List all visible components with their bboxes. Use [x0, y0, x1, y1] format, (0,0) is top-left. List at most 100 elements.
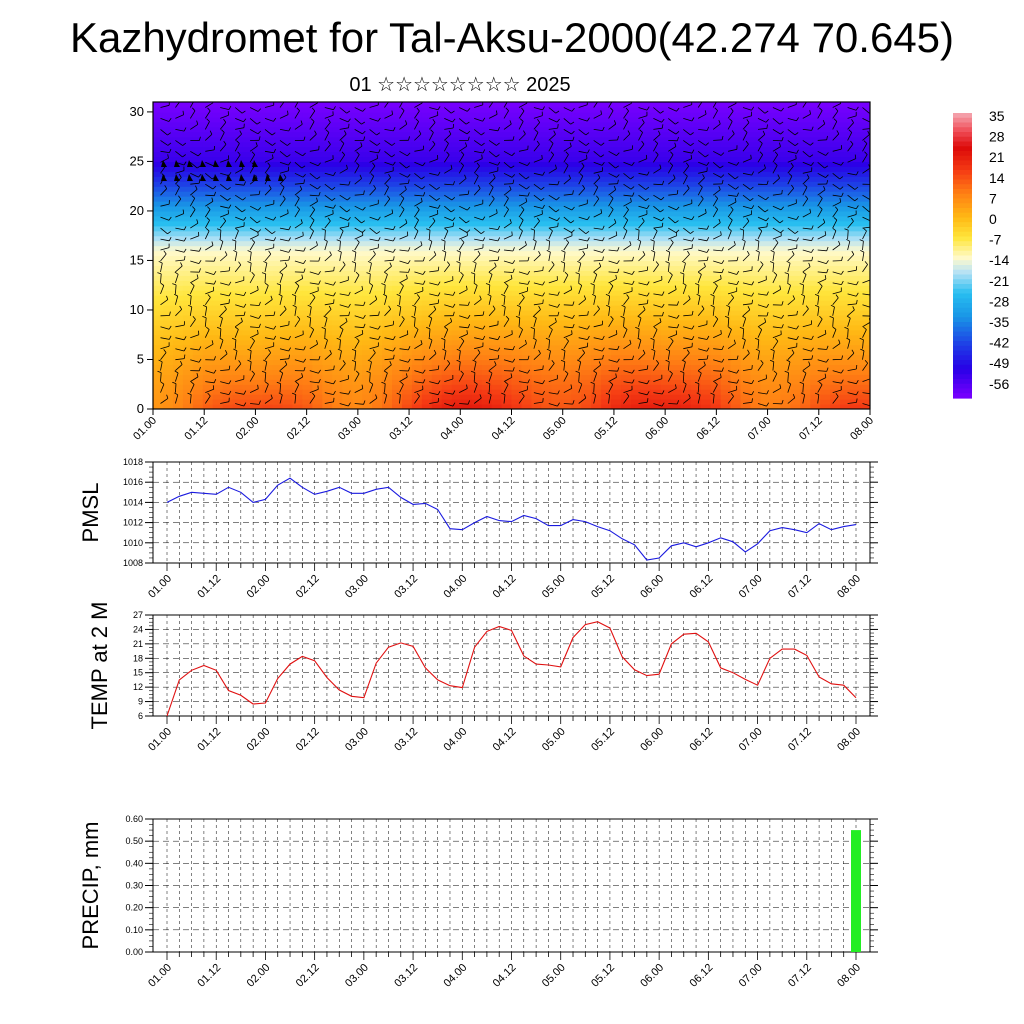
- temperature-cell: [581, 235, 592, 242]
- temperature-cell: [660, 106, 672, 113]
- temperature-cell: [740, 319, 752, 326]
- temperature-cell: [730, 151, 742, 158]
- temperature-cell: [491, 339, 503, 346]
- wind-barb-flag: [247, 359, 252, 363]
- temperature-cell: [571, 290, 582, 296]
- temperature-cell: [561, 399, 572, 405]
- temperature-cell: [242, 201, 254, 207]
- temperature-cell: [770, 225, 781, 232]
- temperature-cell: [262, 210, 274, 217]
- wind-barb-flag: [243, 216, 247, 221]
- wind-barb-flag: [164, 185, 168, 189]
- temperature-cell: [372, 136, 383, 143]
- wind-barb-flag: [213, 270, 217, 275]
- temperature-cell: [411, 240, 423, 247]
- temperature-cell: [690, 106, 702, 113]
- wind-barb: [264, 150, 274, 154]
- temperature-cell: [810, 285, 821, 291]
- temperature-cell: [690, 280, 702, 286]
- temperature-cell: [202, 146, 214, 153]
- temperature-cell: [760, 106, 772, 113]
- temperature-cell: [441, 201, 453, 207]
- temperature-cell: [222, 265, 234, 271]
- temperature-cell: [551, 186, 562, 192]
- temperature-cell: [820, 295, 831, 301]
- temperature-cell: [820, 191, 831, 197]
- temperature-cell: [680, 146, 692, 153]
- wind-barb: [175, 259, 185, 262]
- temperature-cell: [601, 156, 612, 163]
- temperature-cell: [382, 235, 393, 242]
- temperature-cell: [322, 270, 333, 276]
- temperature-cell: [322, 116, 333, 123]
- temperature-cell: [820, 300, 831, 306]
- temperature-cell: [631, 349, 642, 356]
- temperature-cell: [700, 255, 712, 262]
- temperature-cell: [521, 210, 533, 217]
- temperature-cell: [451, 384, 463, 390]
- temperature-cell: [431, 201, 443, 207]
- temperature-cell: [162, 250, 174, 257]
- temperature-cell: [192, 201, 204, 207]
- temperature-cell: [551, 314, 562, 321]
- temperature-cell: [541, 215, 552, 222]
- temperature-cell: [372, 235, 383, 242]
- temperature-cell: [172, 404, 184, 409]
- temperature-cell: [710, 369, 722, 375]
- temperature-cell: [322, 210, 333, 217]
- temperature-cell: [292, 324, 303, 331]
- temperature-cell: [322, 201, 333, 207]
- temperature-cell: [860, 260, 870, 266]
- temperature-cell: [411, 394, 423, 400]
- temperature-cell: [800, 399, 811, 405]
- temperature-cell: [322, 394, 333, 400]
- temperature-cell: [601, 324, 612, 331]
- temperature-cell: [591, 166, 602, 172]
- temperature-cell: [242, 285, 254, 291]
- temperature-cell: [421, 265, 433, 271]
- temperature-cell: [810, 126, 821, 133]
- temperature-cell: [471, 171, 483, 177]
- temperature-cell: [342, 354, 353, 361]
- temperature-cell: [511, 329, 523, 336]
- temperature-cell: [312, 260, 323, 266]
- temperature-cell: [162, 309, 174, 316]
- temperature-cell: [252, 240, 264, 247]
- temperature-cell: [581, 314, 592, 321]
- temperature-cell: [282, 220, 294, 227]
- temperature-cell: [820, 319, 831, 326]
- temperature-cell: [750, 260, 762, 266]
- wind-barb: [160, 203, 170, 207]
- temperature-cell: [650, 146, 662, 153]
- temperature-cell: [830, 344, 841, 351]
- temperature-cell: [611, 205, 622, 212]
- temperature-cell: [561, 354, 572, 361]
- temperature-cell: [631, 176, 642, 182]
- wind-barb-flag: [301, 274, 304, 279]
- temperature-cell: [800, 374, 811, 380]
- temperature-cell: [292, 379, 303, 385]
- temperature-cell: [591, 319, 602, 326]
- temperature-cell: [212, 131, 224, 138]
- wind-barb-flag: [184, 255, 186, 261]
- temperature-cell: [342, 210, 353, 217]
- temperature-cell: [720, 126, 732, 133]
- temperature-cell: [332, 225, 343, 232]
- temperature-cell: [312, 300, 323, 306]
- temperature-cell: [810, 389, 821, 395]
- temperature-cell: [551, 151, 562, 158]
- temperature-cell: [690, 196, 702, 202]
- temperature-cell: [521, 379, 533, 385]
- temperature-cell: [650, 111, 662, 118]
- temperature-cell: [820, 399, 831, 405]
- temperature-cell: [252, 186, 264, 192]
- temperature-cell: [820, 354, 831, 361]
- temperature-cell: [780, 324, 791, 331]
- temperature-cell: [680, 359, 692, 366]
- temperature-cell: [342, 324, 353, 331]
- temperature-cell: [521, 364, 533, 370]
- wind-barb: [279, 296, 283, 305]
- temperature-cell: [242, 235, 254, 242]
- temperature-cell: [511, 111, 523, 118]
- temperature-cell: [800, 334, 811, 341]
